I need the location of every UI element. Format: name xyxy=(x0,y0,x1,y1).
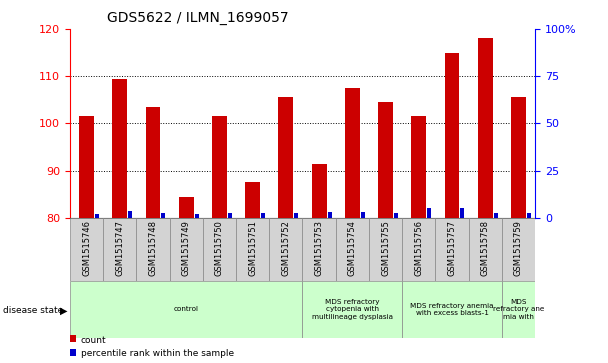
Text: ▶: ▶ xyxy=(60,305,67,315)
Text: GSM1515747: GSM1515747 xyxy=(116,220,124,276)
Bar xyxy=(511,97,526,218)
Bar xyxy=(328,212,331,218)
Bar xyxy=(302,218,336,281)
Bar xyxy=(70,218,103,281)
Text: GSM1515749: GSM1515749 xyxy=(182,220,191,276)
Bar xyxy=(70,281,302,338)
Bar xyxy=(469,218,502,281)
Bar xyxy=(236,218,269,281)
Bar xyxy=(411,116,426,218)
Bar xyxy=(170,218,203,281)
Bar xyxy=(294,213,299,218)
Bar xyxy=(460,208,465,218)
Text: GSM1515751: GSM1515751 xyxy=(248,220,257,276)
Bar xyxy=(345,88,360,218)
Bar xyxy=(195,214,199,218)
Bar xyxy=(79,116,94,218)
Bar xyxy=(103,218,136,281)
Bar xyxy=(128,211,132,218)
Bar xyxy=(494,213,498,218)
Bar xyxy=(402,281,502,338)
Text: GSM1515758: GSM1515758 xyxy=(481,220,489,276)
Bar xyxy=(228,213,232,218)
Bar xyxy=(478,38,492,218)
Text: GSM1515759: GSM1515759 xyxy=(514,220,523,276)
Bar xyxy=(502,218,535,281)
Text: GSM1515754: GSM1515754 xyxy=(348,220,357,276)
Text: GSM1515748: GSM1515748 xyxy=(148,220,157,276)
Text: MDS refractory
cytopenia with
multilineage dysplasia: MDS refractory cytopenia with multilinea… xyxy=(312,299,393,320)
Bar xyxy=(336,218,369,281)
Text: percentile rank within the sample: percentile rank within the sample xyxy=(81,350,234,358)
Bar xyxy=(269,218,302,281)
Text: GSM1515757: GSM1515757 xyxy=(447,220,457,276)
Bar xyxy=(95,214,99,218)
Bar xyxy=(369,218,402,281)
Bar xyxy=(162,213,165,218)
Bar xyxy=(136,218,170,281)
Bar xyxy=(179,196,194,218)
Bar xyxy=(378,102,393,218)
Bar xyxy=(361,212,365,218)
Text: MDS refractory anemia
with excess blasts-1: MDS refractory anemia with excess blasts… xyxy=(410,303,494,316)
Bar xyxy=(427,208,431,218)
Text: GSM1515756: GSM1515756 xyxy=(414,220,423,276)
Text: GSM1515750: GSM1515750 xyxy=(215,220,224,276)
Text: count: count xyxy=(81,336,106,344)
Text: MDS
refractory ane
mia with: MDS refractory ane mia with xyxy=(492,299,544,320)
Text: GSM1515746: GSM1515746 xyxy=(82,220,91,276)
Bar xyxy=(527,213,531,218)
Text: control: control xyxy=(174,306,199,313)
Bar xyxy=(278,97,293,218)
Bar xyxy=(302,281,402,338)
Bar xyxy=(145,107,161,218)
Text: disease state: disease state xyxy=(3,306,63,315)
Bar xyxy=(502,281,535,338)
Text: GSM1515755: GSM1515755 xyxy=(381,220,390,276)
Bar xyxy=(435,218,469,281)
Bar xyxy=(112,78,127,218)
Bar xyxy=(203,218,236,281)
Text: GSM1515753: GSM1515753 xyxy=(314,220,323,276)
Bar xyxy=(312,163,326,218)
Bar xyxy=(444,53,460,218)
Bar xyxy=(212,116,227,218)
Bar xyxy=(394,213,398,218)
Text: GDS5622 / ILMN_1699057: GDS5622 / ILMN_1699057 xyxy=(107,11,289,25)
Bar xyxy=(402,218,435,281)
Text: GSM1515752: GSM1515752 xyxy=(282,220,291,276)
Bar xyxy=(245,182,260,218)
Bar xyxy=(261,213,265,218)
